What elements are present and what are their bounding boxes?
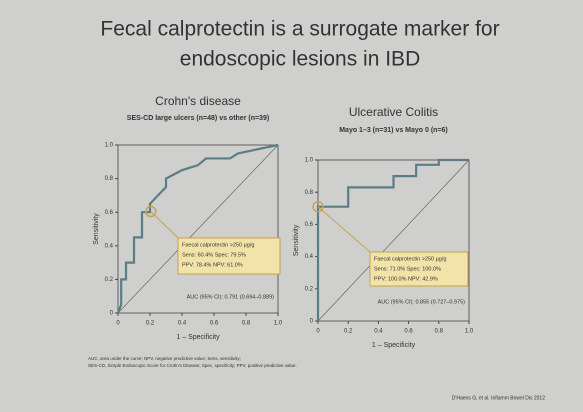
y-tick-label: 0 — [110, 311, 114, 317]
leader-line — [150, 211, 179, 239]
citation: D'Haens G, et al. Inflamm Bowel Dis 2012 — [452, 395, 545, 401]
auc-label: AUC (95% CI): 0.855 (0.727–0.975) — [378, 299, 466, 305]
annotation-text: Faecal calprotectin >250 µg/g — [182, 242, 254, 248]
y-tick-label: 0.4 — [105, 243, 114, 249]
threshold-point — [312, 200, 324, 213]
reference-diagonal — [317, 159, 470, 322]
x-axis-label: 1 – Specificity — [372, 342, 416, 349]
annotation-box — [177, 237, 281, 275]
chart-title: Ulcerative Colitis — [349, 105, 438, 119]
annotation-text: Sens: 71.0% Spec: 100.0% — [374, 266, 441, 272]
y-axis-label: Sensitivity — [293, 224, 300, 256]
roc-curve — [316, 158, 469, 321]
footnote: AUC, area under the curve; NPV, negative… — [88, 356, 241, 361]
y-tick-label: 0.6 — [305, 222, 314, 228]
x-tick-label: 1.0 — [465, 329, 474, 335]
y-tick-label: 0.4 — [305, 254, 314, 260]
x-tick-label: 0.4 — [178, 321, 187, 327]
x-tick-label: 0.4 — [374, 329, 383, 335]
annotation-text: PPV: 100.0% NPV: 42.9% — [374, 276, 438, 282]
roc-curve — [116, 143, 279, 314]
slide-title: endoscopic lesions in IBD — [180, 48, 420, 71]
y-tick-label: 0.2 — [305, 286, 314, 292]
x-tick-label: 1.0 — [274, 321, 283, 327]
y-tick-label: 1.0 — [305, 158, 314, 164]
y-tick-label: 0.8 — [105, 176, 114, 182]
y-axis-label: Sensitivity — [93, 213, 100, 245]
annotation-text: Sens: 60.4% Spec: 79.5% — [182, 252, 246, 258]
annotation-text: Faecal calprotectin >250 µg/g — [374, 256, 446, 262]
x-tick-label: 0.2 — [344, 329, 353, 335]
leader-line — [317, 206, 371, 253]
x-axis-label: 1 – Specificity — [176, 334, 220, 341]
x-tick-label: 0.8 — [242, 321, 251, 327]
annotation-text: PPV: 78.4% NPV: 61.0% — [182, 262, 243, 268]
footnote: SES-CD, Simple Endoscopic Score for Croh… — [88, 363, 297, 368]
y-tick-label: 0 — [310, 319, 314, 325]
x-tick-label: 0 — [316, 329, 320, 335]
y-tick-label: 1.0 — [105, 143, 114, 149]
reference-diagonal — [117, 144, 279, 314]
x-tick-label: 0.2 — [146, 321, 155, 327]
y-tick-label: 0.8 — [305, 190, 314, 196]
x-tick-label: 0 — [116, 321, 120, 327]
chart-subtitle: SES-CD large ulcers (n=48) vs other (n=3… — [127, 115, 269, 122]
y-tick-label: 0.2 — [105, 277, 114, 283]
threshold-point — [145, 205, 157, 218]
y-tick-label: 0.6 — [105, 210, 114, 216]
plot-frame — [117, 144, 279, 314]
slide-title: Fecal calprotectin is a surrogate marker… — [100, 18, 499, 41]
annotation-box — [369, 251, 469, 287]
x-tick-label: 0.6 — [210, 321, 219, 327]
x-tick-label: 0.8 — [435, 329, 444, 335]
x-tick-label: 0.6 — [404, 329, 413, 335]
auc-label: AUC (95% CI): 0.791 (0.694–0.889) — [187, 294, 275, 300]
chart-title: Crohn's disease — [155, 94, 241, 108]
chart-subtitle: Mayo 1–3 (n=31) vs Mayo 0 (n=6) — [339, 127, 448, 134]
